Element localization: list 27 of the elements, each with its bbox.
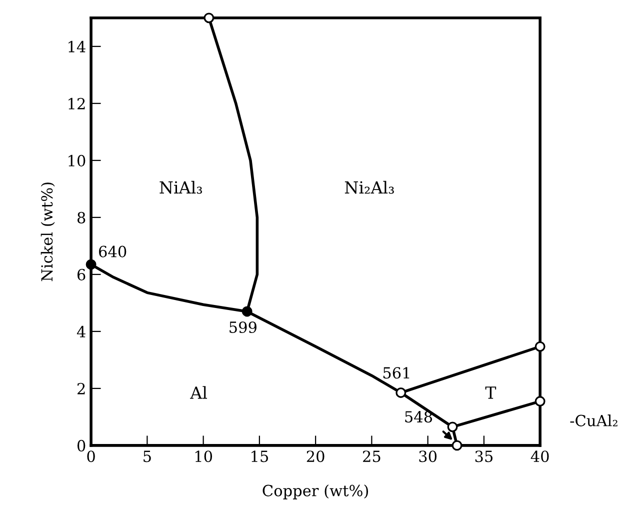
x-tick-label: 15 bbox=[252, 450, 268, 462]
y-tick-label: 6 bbox=[78, 268, 86, 280]
x-tick-label: 35 bbox=[475, 450, 492, 462]
y-tick-label: 0 bbox=[77, 440, 86, 452]
annotation: NiAl₃ bbox=[160, 180, 202, 194]
x-tick-label: 10 bbox=[195, 450, 212, 462]
y-tick-label: 2 bbox=[78, 382, 85, 394]
x-axis-title: Copper (wt%) bbox=[262, 484, 368, 500]
y-axis-title: Nickel (wt%) bbox=[40, 182, 55, 282]
y-tick-label: 8 bbox=[78, 212, 86, 224]
x-tick-label: 40 bbox=[530, 450, 549, 462]
annotation: Ni₂Al₃ bbox=[344, 180, 394, 194]
annotation: 640 bbox=[99, 246, 126, 258]
x-tick-label: 25 bbox=[363, 450, 380, 462]
annotation: 599 bbox=[230, 321, 256, 334]
annotation: T bbox=[485, 386, 496, 399]
x-tick-label: 0 bbox=[87, 450, 95, 462]
y-tick-label: 4 bbox=[76, 326, 86, 338]
annotation: Al bbox=[190, 386, 208, 399]
y-tick-label: 12 bbox=[68, 98, 85, 110]
y-tick-label: 10 bbox=[68, 154, 86, 166]
text: -CuAl₂ bbox=[570, 414, 618, 426]
x-tick-label: 20 bbox=[306, 450, 324, 462]
x-tick-label: 30 bbox=[419, 450, 437, 462]
x-tick-label: 5 bbox=[144, 450, 151, 462]
y-tick-label: 14 bbox=[68, 40, 86, 52]
annotation: 561 bbox=[383, 367, 410, 379]
